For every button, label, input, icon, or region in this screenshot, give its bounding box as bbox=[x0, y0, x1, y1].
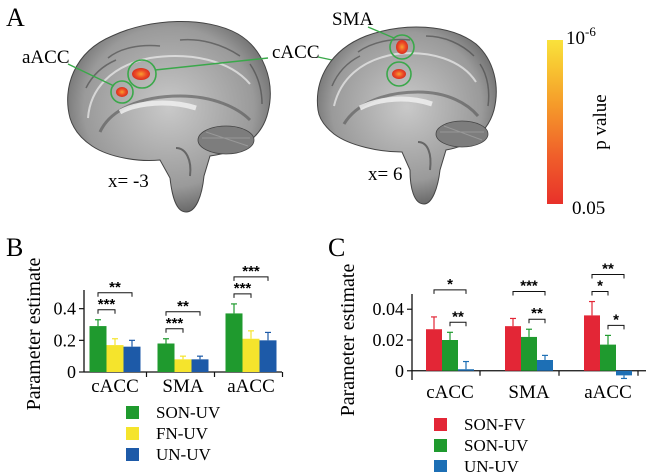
x-tick-label: cACC bbox=[91, 376, 139, 397]
significance-bracket bbox=[233, 293, 252, 298]
legend-label: UN-UV bbox=[464, 457, 519, 472]
y-tick-label: 0.2 bbox=[54, 330, 77, 350]
legend-swatch bbox=[434, 439, 447, 452]
bar bbox=[157, 343, 175, 372]
significance-stars: ** bbox=[177, 298, 189, 315]
region-label-aacc: aACC bbox=[22, 47, 70, 68]
significance-stars: ** bbox=[452, 308, 464, 325]
legend-label: SON-UV bbox=[156, 403, 221, 422]
bar bbox=[505, 326, 521, 371]
x-tick-label: SMA bbox=[162, 376, 203, 397]
significance-stars: ** bbox=[602, 261, 614, 278]
significance-bracket bbox=[233, 276, 269, 281]
significance-bracket bbox=[165, 311, 201, 316]
panel-label-b: B bbox=[6, 233, 23, 262]
bar bbox=[537, 360, 553, 371]
legend-swatch bbox=[126, 427, 139, 440]
significance-bracket bbox=[528, 318, 546, 324]
bar bbox=[89, 326, 107, 372]
x-tick-label: aACC bbox=[227, 376, 275, 397]
significance-stars: *** bbox=[234, 280, 252, 297]
significance-bracket bbox=[165, 328, 184, 333]
bar bbox=[106, 345, 124, 372]
significance-stars: * bbox=[447, 276, 453, 293]
x-tick-label: aACC bbox=[584, 382, 632, 403]
significance-stars: *** bbox=[166, 315, 184, 332]
y-tick-label: 0.04 bbox=[373, 299, 405, 319]
x-tick-label: cACC bbox=[426, 382, 474, 403]
panel-label-a: A bbox=[6, 3, 25, 32]
bar bbox=[521, 336, 537, 371]
significance-bracket bbox=[97, 309, 116, 314]
y-axis-label: Parameter estimate bbox=[337, 264, 359, 417]
y-tick-label: 0 bbox=[395, 361, 404, 381]
significance-bracket bbox=[591, 274, 625, 279]
bar bbox=[259, 340, 277, 372]
y-axis-label: Parameter estimate bbox=[23, 258, 45, 411]
colorbar: 10-6 0.05 p value bbox=[547, 24, 611, 219]
significance-stars: *** bbox=[98, 296, 116, 313]
bar bbox=[616, 370, 632, 376]
activation-blob-cacc bbox=[132, 68, 150, 80]
y-tick-label: 0.4 bbox=[54, 299, 77, 319]
legend-label: SON-FV bbox=[464, 415, 526, 434]
bar bbox=[600, 344, 616, 371]
y-tick-label: 0 bbox=[67, 362, 76, 382]
bar bbox=[191, 359, 209, 372]
legend-label: FN-UV bbox=[156, 424, 209, 443]
bar bbox=[242, 338, 260, 372]
x-tick-label: SMA bbox=[508, 382, 549, 403]
bar bbox=[174, 359, 192, 372]
brain-coord-right: x= 6 bbox=[368, 164, 402, 185]
significance-bracket bbox=[449, 321, 467, 327]
bar bbox=[225, 313, 243, 372]
significance-bracket bbox=[97, 292, 133, 297]
legend-label: UN-UV bbox=[156, 445, 211, 464]
activation-blob-cacc-right bbox=[392, 69, 406, 79]
bar bbox=[442, 340, 458, 371]
colorbar-title: p value bbox=[590, 94, 611, 149]
activation-blob-sma bbox=[396, 40, 408, 54]
legend-swatch bbox=[126, 448, 139, 461]
panel-label-c: C bbox=[328, 233, 345, 262]
activation-blob-aacc bbox=[116, 87, 128, 97]
legend-swatch bbox=[434, 460, 447, 472]
legend-swatch bbox=[434, 418, 447, 431]
significance-stars: * bbox=[613, 311, 619, 328]
bar bbox=[584, 315, 600, 371]
y-tick-label: 0.02 bbox=[373, 330, 405, 350]
legend-label: SON-UV bbox=[464, 436, 529, 455]
right-brain-slice: SMA x= 6 bbox=[316, 9, 497, 205]
significance-stars: ** bbox=[109, 279, 121, 296]
significance-bracket bbox=[512, 290, 546, 296]
legend-swatch bbox=[126, 406, 139, 419]
colorbar-top-label: 10-6 bbox=[566, 24, 596, 49]
region-label-sma: SMA bbox=[332, 9, 373, 30]
significance-bracket bbox=[591, 291, 609, 296]
left-brain-slice: aACC x= -3 bbox=[22, 21, 271, 213]
brain-coord-left: x= -3 bbox=[108, 171, 149, 192]
bar bbox=[458, 369, 474, 371]
significance-stars: * bbox=[597, 278, 603, 295]
colorbar-bottom-label: 0.05 bbox=[572, 198, 605, 219]
region-label-cacc: cACC bbox=[272, 42, 320, 63]
bar bbox=[123, 346, 141, 372]
significance-bracket bbox=[433, 289, 467, 294]
significance-stars: *** bbox=[242, 263, 260, 280]
significance-stars: *** bbox=[520, 277, 538, 294]
significance-stars: ** bbox=[531, 305, 543, 322]
significance-bracket bbox=[607, 324, 625, 330]
bar bbox=[426, 329, 442, 371]
